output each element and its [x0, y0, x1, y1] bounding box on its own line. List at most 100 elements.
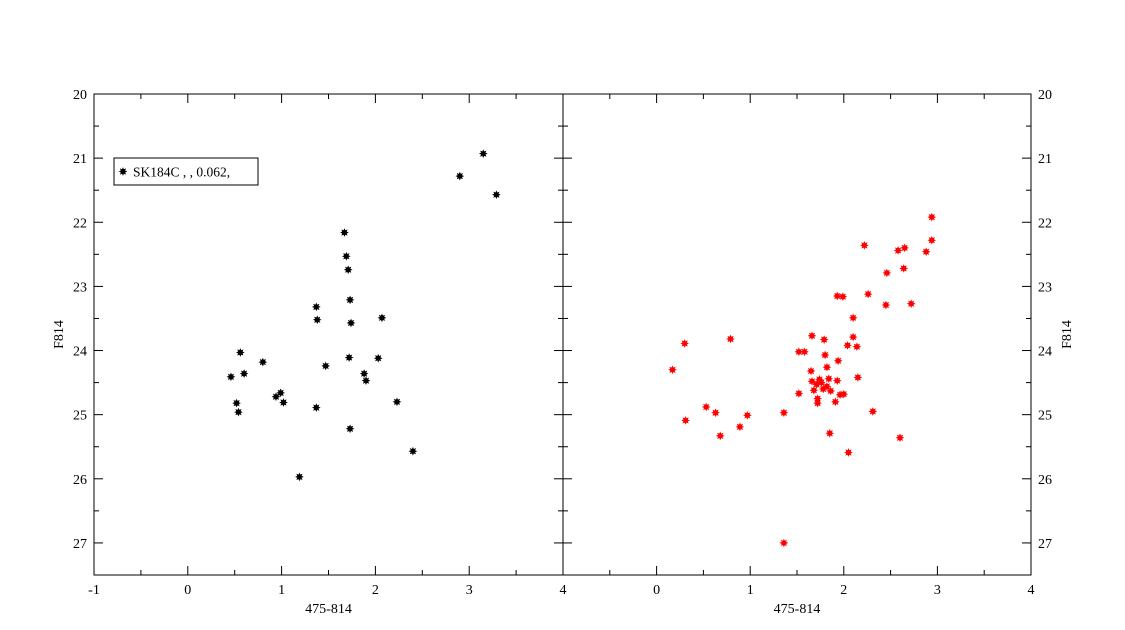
x-tick-label: 1 [278, 583, 285, 598]
data-point [807, 331, 817, 341]
data-point [779, 538, 789, 548]
data-point [838, 292, 848, 302]
data-point [346, 318, 356, 328]
data-point [361, 376, 371, 386]
data-point [848, 313, 858, 323]
x-axis-label: 475-814 [305, 602, 352, 617]
data-point [279, 398, 288, 407]
data-point [906, 299, 916, 309]
data-point [800, 347, 809, 357]
data-point [819, 335, 829, 344]
x-tick-label: 0 [653, 583, 660, 598]
data-point [711, 408, 720, 418]
data-point [276, 388, 286, 398]
data-point [715, 431, 725, 441]
data-point [726, 334, 735, 344]
data-point [927, 212, 937, 222]
data-point [668, 365, 677, 375]
y-tick-label: 22 [73, 216, 87, 231]
data-point [680, 339, 690, 348]
y-tick-label: 24 [73, 345, 87, 360]
data-point [895, 433, 905, 443]
x-tick-label: 2 [840, 583, 847, 598]
y-tick-label: 27 [1038, 537, 1052, 552]
data-point [900, 243, 910, 253]
data-point [831, 397, 840, 407]
data-point [232, 398, 241, 408]
data-point [820, 350, 830, 360]
y-axis-label: F814 [52, 320, 67, 349]
y-tick-label: 21 [73, 152, 87, 167]
data-point [271, 392, 281, 402]
data-point [833, 356, 843, 366]
x-tick-label: 4 [560, 583, 567, 598]
data-point [455, 171, 465, 181]
data-point [832, 376, 842, 386]
y-axis-label: F814 [1060, 320, 1075, 349]
data-point [826, 386, 836, 396]
data-point [743, 410, 752, 420]
data-point [807, 376, 817, 386]
data-point [681, 416, 690, 425]
y-tick-label: 22 [1038, 216, 1052, 231]
data-point [343, 265, 353, 275]
data-point [843, 341, 852, 350]
data-point [822, 362, 832, 372]
data-point [816, 378, 826, 387]
data-point [311, 403, 321, 412]
y-tick-label: 23 [73, 280, 87, 295]
data-point [813, 398, 822, 408]
data-point [392, 397, 402, 407]
data-point [921, 247, 931, 257]
data-point [839, 389, 849, 399]
data-point [735, 422, 745, 432]
data-point [377, 313, 387, 323]
data-point [824, 374, 834, 384]
x-tick-label: -1 [88, 583, 100, 598]
x-tick-label: 3 [934, 583, 941, 598]
data-point [226, 372, 236, 382]
data-point [478, 149, 488, 159]
data-point [818, 384, 828, 394]
data-point [345, 424, 355, 434]
x-tick-label: 0 [184, 583, 191, 598]
data-point [893, 246, 903, 255]
x-tick-label: 4 [1028, 583, 1035, 598]
legend-box [113, 157, 259, 186]
data-point [258, 357, 268, 367]
data-point [234, 407, 243, 417]
data-point [779, 408, 789, 418]
y-tick-label: 25 [1038, 409, 1052, 424]
data-point [492, 190, 501, 200]
data-point [311, 302, 321, 312]
y-tick-label: 27 [73, 537, 87, 552]
data-point [844, 448, 853, 457]
data-point [794, 347, 804, 357]
x-tick-label: 2 [372, 583, 379, 598]
x-axis-label: 475-814 [774, 602, 821, 617]
x-tick-label: 1 [747, 583, 754, 598]
data-point [853, 373, 863, 382]
chart-panel-1: -1 0 1 2 3 42021222324252627475-814F814SK184C… [52, 88, 567, 617]
data-point [344, 353, 354, 362]
data-point [832, 291, 842, 301]
legend-entry-label: SK184C , , 0.062, [133, 165, 230, 180]
data-point [899, 264, 909, 273]
data-point [340, 228, 349, 237]
data-point [809, 385, 819, 395]
data-point [882, 268, 892, 278]
y-tick-label: 20 [73, 88, 87, 103]
data-point [295, 472, 304, 482]
data-point [701, 402, 711, 412]
x-tick-label: 3 [466, 583, 473, 598]
y-tick-label: 26 [1038, 473, 1052, 488]
legend-marker [118, 167, 128, 176]
data-point [373, 353, 383, 363]
y-tick-label: 23 [1038, 280, 1052, 295]
data-point [359, 369, 369, 378]
data-point [806, 366, 816, 376]
data-point [825, 428, 835, 438]
y-tick-label: 26 [73, 473, 87, 488]
